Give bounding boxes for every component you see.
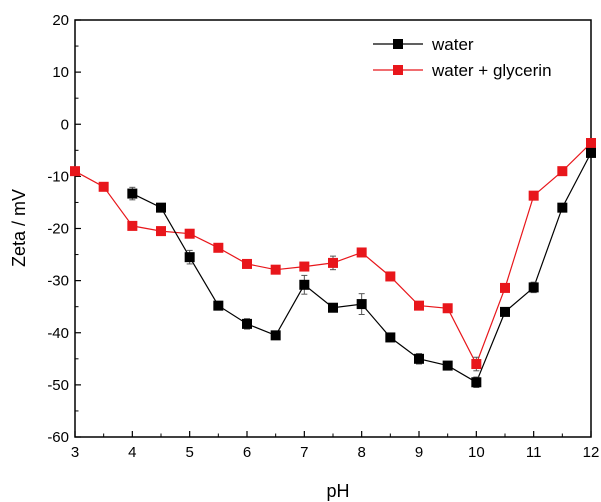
data-point [270,330,281,341]
data-point [414,353,424,364]
y-tick-label: -20 [47,221,69,238]
data-point [528,190,539,201]
x-tick-label: 7 [300,444,308,461]
y-tick-label: -40 [47,325,69,342]
data-point [356,299,367,310]
legend-label: water + glycerin [431,61,552,80]
legend: water water + glycerin [373,35,552,80]
data-point [299,279,310,290]
series-line [74,142,592,366]
data-point [156,226,166,237]
data-point [586,147,596,158]
x-tick-label: 4 [128,444,136,461]
y-tick-label: -10 [47,168,69,185]
data-point [127,188,138,199]
data-point [586,138,596,149]
y-tick-label: 10 [52,64,69,81]
data-point [70,166,80,177]
data-point [557,202,568,213]
data-point [299,261,310,272]
data-point [414,300,424,311]
x-tick-label: 11 [526,444,542,461]
y-tick-label: -50 [47,377,69,394]
data-point [385,271,396,282]
data-point [471,377,482,388]
data-point [270,264,281,275]
data-point [242,258,252,269]
data-point [356,247,367,258]
x-axis: 3 4 5 6 7 8 9 10 11 12 [71,431,600,461]
series-line [132,152,592,384]
data-point [385,332,396,343]
x-tick-label: 3 [71,444,79,461]
series-layer [70,138,596,388]
data-point [98,181,109,192]
y-tick-label: 20 [52,12,69,29]
data-point [528,282,539,293]
y-axis-title: Zeta / mV [9,189,29,267]
plot-frame [74,19,592,438]
data-point [213,242,224,253]
data-point [213,300,224,311]
data-point [242,318,252,329]
x-tick-label: 9 [415,444,423,461]
data-point [328,257,338,268]
y-tick-label: 0 [61,116,69,133]
data-point [500,282,510,293]
data-point [557,166,568,177]
series-0 [127,147,596,388]
data-point [184,252,195,263]
x-tick-label: 10 [468,444,485,461]
data-point [184,228,195,239]
series-1 [70,138,596,372]
data-point [500,306,510,317]
legend-marker [393,39,403,49]
x-tick-label: 6 [243,444,251,461]
x-tick-label: 5 [185,444,193,461]
data-point [442,360,453,371]
y-tick-label: -60 [47,429,69,446]
data-point [156,202,166,213]
plot-border [74,19,592,438]
data-point [127,220,138,231]
x-tick-label: 8 [357,444,365,461]
data-point [442,303,453,314]
legend-label: water [431,35,474,54]
data-point [471,359,482,370]
y-tick-label: -30 [47,273,69,290]
x-tick-label: 12 [583,444,600,461]
x-axis-title: pH [326,481,349,501]
legend-marker [393,65,403,75]
y-axis: 20 10 0 -10 -20 -30 -40 -50 -60 [47,12,81,446]
data-point [328,302,338,313]
